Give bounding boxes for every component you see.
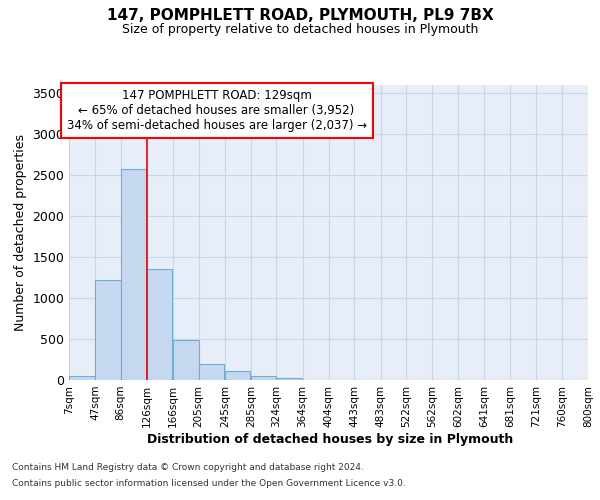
Bar — [69, 376, 95, 380]
Bar — [277, 378, 302, 380]
Bar — [121, 168, 146, 380]
Text: Contains HM Land Registry data © Crown copyright and database right 2024.: Contains HM Land Registry data © Crown c… — [12, 464, 364, 472]
Text: Size of property relative to detached houses in Plymouth: Size of property relative to detached ho… — [122, 22, 478, 36]
Bar — [199, 364, 224, 380]
Text: 147, POMPHLETT ROAD, PLYMOUTH, PL9 7BX: 147, POMPHLETT ROAD, PLYMOUTH, PL9 7BX — [107, 8, 493, 22]
Bar — [147, 270, 172, 380]
Bar — [95, 280, 121, 380]
Text: Distribution of detached houses by size in Plymouth: Distribution of detached houses by size … — [147, 432, 513, 446]
Text: Contains public sector information licensed under the Open Government Licence v3: Contains public sector information licen… — [12, 478, 406, 488]
Text: 147 POMPHLETT ROAD: 129sqm
← 65% of detached houses are smaller (3,952)
34% of s: 147 POMPHLETT ROAD: 129sqm ← 65% of deta… — [67, 90, 367, 132]
Y-axis label: Number of detached properties: Number of detached properties — [14, 134, 27, 331]
Bar — [251, 376, 277, 380]
Bar — [225, 371, 250, 380]
Bar — [173, 340, 199, 380]
